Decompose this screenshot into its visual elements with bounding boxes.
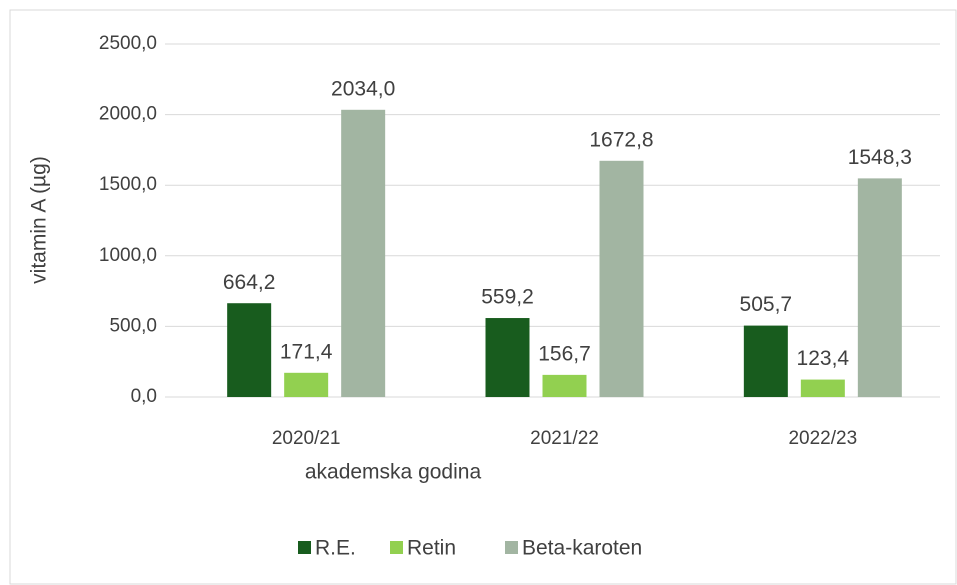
x-tick-label: 2020/21 (272, 428, 341, 449)
legend-swatch (298, 541, 311, 554)
bar (857, 178, 902, 397)
chart-border (9, 9, 957, 585)
bar (743, 325, 788, 397)
legend-swatch (505, 541, 518, 554)
y-tick-label: 1000,0 (99, 245, 157, 266)
x-tick-label: 2022/23 (788, 428, 857, 449)
data-label: 2034,0 (331, 77, 395, 100)
y-tick-label: 500,0 (109, 315, 157, 336)
bar (341, 109, 386, 398)
legend-label: Beta-karoten (522, 537, 642, 560)
data-label: 123,4 (797, 347, 850, 370)
legend-label: Retin (407, 537, 456, 560)
data-label: 1548,3 (848, 146, 912, 169)
data-label: 505,7 (740, 293, 793, 316)
bar (284, 372, 329, 397)
legend-swatch (390, 541, 403, 554)
y-tick-label: 2000,0 (99, 104, 157, 125)
y-tick-label: 1500,0 (99, 174, 157, 195)
bar (800, 379, 845, 397)
data-label: 1672,8 (589, 128, 653, 151)
data-label: 664,2 (223, 271, 276, 294)
data-label: 559,2 (481, 286, 534, 309)
x-tick-label: 2021/22 (530, 428, 599, 449)
bar (485, 318, 530, 397)
x-axis-title: akademska godina (305, 461, 482, 484)
legend-label: R.E. (315, 537, 356, 560)
data-label: 156,7 (538, 342, 591, 365)
bar (542, 374, 587, 397)
y-tick-label: 2500,0 (99, 33, 157, 54)
data-label: 171,4 (280, 340, 333, 363)
y-tick-label: 0,0 (131, 386, 157, 407)
bar (599, 160, 644, 397)
bar (227, 303, 272, 397)
y-axis-title: vitamin A (µg) (28, 156, 51, 284)
